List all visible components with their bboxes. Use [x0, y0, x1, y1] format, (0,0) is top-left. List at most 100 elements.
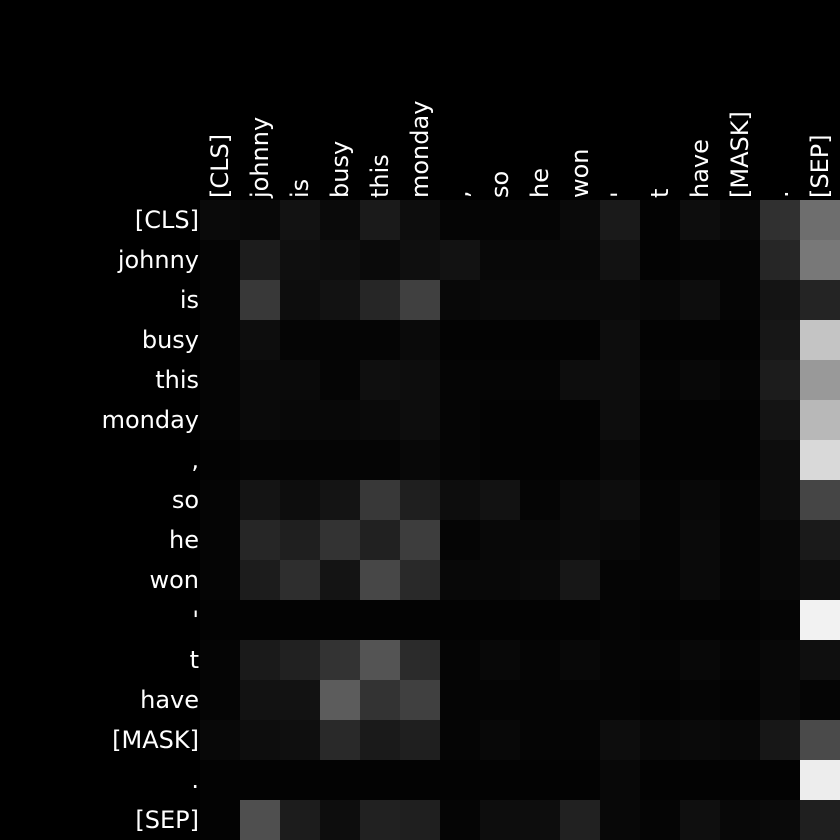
heatmap-cell: [520, 360, 560, 400]
heatmap-cell: [400, 240, 440, 280]
heatmap-cell: [320, 560, 360, 600]
heatmap-cell: [240, 800, 280, 840]
heatmap-cell: [560, 520, 600, 560]
x-tick-label: [CLS]: [206, 134, 234, 198]
heatmap-cell: [400, 560, 440, 600]
heatmap-cell: [360, 560, 400, 600]
heatmap-cell: [200, 680, 240, 720]
y-tick-label: johnny: [117, 246, 199, 274]
heatmap-cell: [600, 760, 640, 800]
heatmap-cell: [640, 680, 680, 720]
heatmap-cell: [600, 800, 640, 840]
heatmap-cell: [800, 480, 840, 520]
heatmap-cell: [480, 360, 520, 400]
heatmap-cell: [640, 240, 680, 280]
heatmap-cell: [440, 640, 480, 680]
heatmap-cell: [320, 400, 360, 440]
heatmap-cell: [400, 760, 440, 800]
heatmap-cell: [640, 360, 680, 400]
heatmap-cell: [600, 200, 640, 240]
heatmap-cell: [640, 720, 680, 760]
heatmap-cell: [280, 240, 320, 280]
heatmap-cell: [800, 640, 840, 680]
heatmap-cell: [320, 480, 360, 520]
heatmap-cell: [440, 240, 480, 280]
heatmap-cell: [400, 680, 440, 720]
y-tick-label: [MASK]: [112, 726, 199, 754]
heatmap-cell: [480, 600, 520, 640]
heatmap-cell: [440, 760, 480, 800]
heatmap-cell: [200, 640, 240, 680]
heatmap-cell: [760, 280, 800, 320]
heatmap-cell: [480, 720, 520, 760]
heatmap-cell: [520, 480, 560, 520]
heatmap-cell: [520, 200, 560, 240]
heatmap-cell: [680, 680, 720, 720]
heatmap-cell: [520, 280, 560, 320]
heatmap-cell: [800, 680, 840, 720]
heatmap-cell: [320, 720, 360, 760]
heatmap-cell: [440, 800, 480, 840]
heatmap-cell: [320, 760, 360, 800]
y-tick-label: [SEP]: [135, 806, 199, 834]
heatmap-cell: [520, 760, 560, 800]
y-tick-label: ,: [191, 446, 199, 474]
heatmap-cell: [240, 520, 280, 560]
heatmap-cell: [760, 640, 800, 680]
heatmap-cell: [280, 800, 320, 840]
x-tick-label: [MASK]: [726, 111, 754, 198]
heatmap-cell: [320, 680, 360, 720]
heatmap-cell: [360, 280, 400, 320]
heatmap-cell: [440, 520, 480, 560]
heatmap-cell: [720, 240, 760, 280]
heatmap-cell: [520, 800, 560, 840]
heatmap-cell: [680, 200, 720, 240]
heatmap-cell: [360, 600, 400, 640]
heatmap-cell: [520, 400, 560, 440]
heatmap-cell: [240, 320, 280, 360]
heatmap-cell: [800, 200, 840, 240]
heatmap-cell: [600, 520, 640, 560]
heatmap-cell: [400, 480, 440, 520]
heatmap-cell: [480, 400, 520, 440]
x-tick-label: won: [566, 148, 594, 198]
heatmap-cell: [280, 360, 320, 400]
heatmap-cell: [680, 640, 720, 680]
heatmap-cell: [480, 240, 520, 280]
y-tick-label: so: [172, 486, 199, 514]
heatmap-cell: [720, 480, 760, 520]
heatmap-cell: [520, 440, 560, 480]
heatmap-cell: [200, 560, 240, 600]
heatmap-cell: [720, 760, 760, 800]
y-tick-label: ': [192, 606, 199, 634]
heatmap-cell: [600, 680, 640, 720]
heatmap-cell: [200, 320, 240, 360]
heatmap-cell: [400, 520, 440, 560]
heatmap-cell: [640, 520, 680, 560]
heatmap-cell: [280, 680, 320, 720]
heatmap-cell: [360, 720, 400, 760]
heatmap-cell: [800, 280, 840, 320]
heatmap-cell: [480, 200, 520, 240]
heatmap-cell: [760, 400, 800, 440]
heatmap-cell: [280, 520, 320, 560]
heatmap-cell: [640, 320, 680, 360]
heatmap-cell: [360, 320, 400, 360]
y-tick-label: won: [149, 566, 199, 594]
heatmap-cell: [800, 240, 840, 280]
heatmap-cell: [800, 600, 840, 640]
heatmap-cell: [560, 560, 600, 600]
heatmap-cell: [520, 240, 560, 280]
heatmap-cell: [440, 480, 480, 520]
heatmap-cell: [680, 760, 720, 800]
heatmap-cell: [600, 320, 640, 360]
heatmap-cell: [760, 440, 800, 480]
heatmap-cell: [400, 280, 440, 320]
heatmap-cell: [280, 600, 320, 640]
heatmap-cell: [200, 520, 240, 560]
heatmap-cell: [360, 680, 400, 720]
y-tick-label: have: [140, 686, 199, 714]
heatmap-cell: [200, 720, 240, 760]
heatmap-cell: [400, 440, 440, 480]
heatmap-cell: [200, 800, 240, 840]
